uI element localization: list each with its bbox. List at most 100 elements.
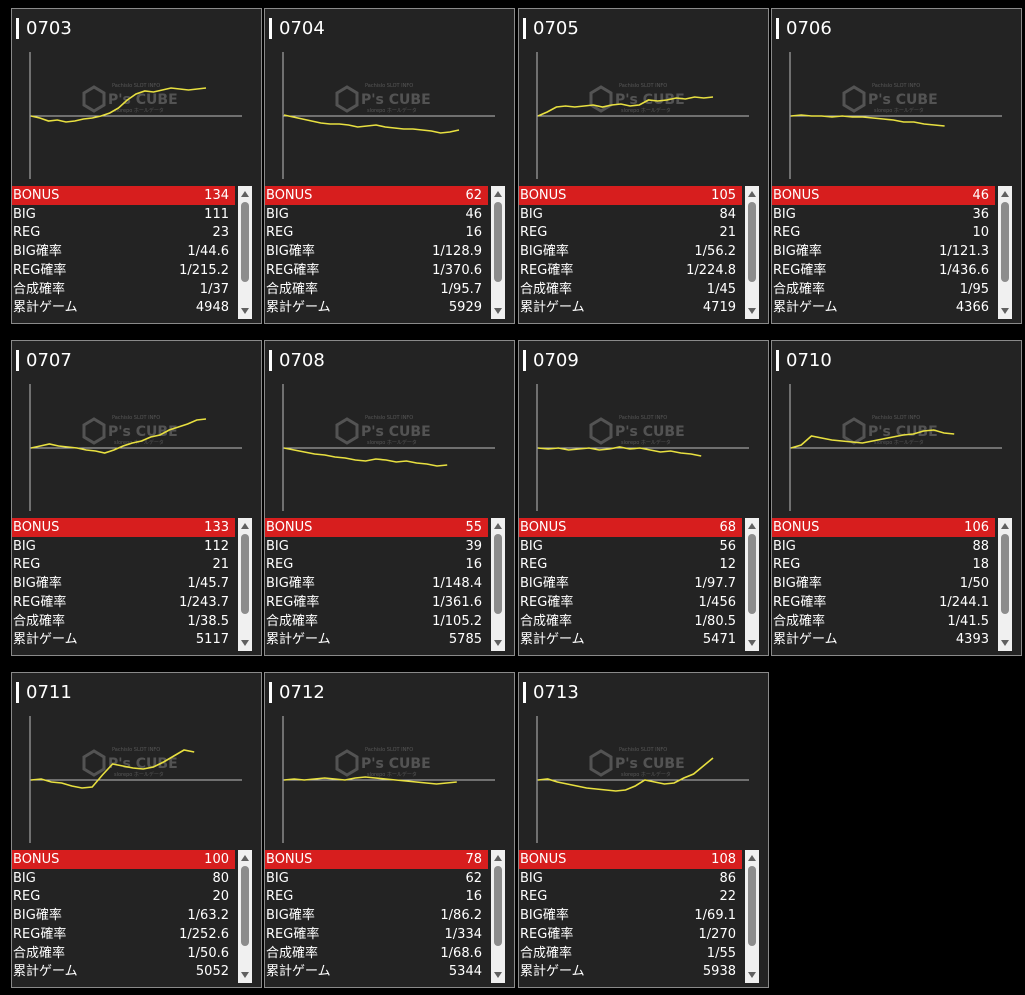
scrollbar[interactable] <box>238 850 252 983</box>
scroll-down-arrow-icon[interactable] <box>1001 640 1009 646</box>
stat-label: BIG確率 <box>266 576 315 592</box>
machine-card[interactable]: 0711 Pachislo SLOT INFO P's CUBE slorepo ホー… <box>11 672 262 988</box>
scrollbar-thumb[interactable] <box>494 202 502 282</box>
machine-card[interactable]: 0706 Pachislo SLOT INFO P's CUBE slorepo ホー… <box>771 8 1022 324</box>
stat-row-big: BIG 80 <box>12 869 235 888</box>
stat-row-reg-rate: REG確率 1/436.6 <box>772 261 995 280</box>
scrollbar[interactable] <box>491 186 505 319</box>
stat-value: 5785 <box>448 632 482 648</box>
scrollbar-thumb[interactable] <box>241 202 249 282</box>
watermark-brand-text: P's CUBE <box>615 756 685 772</box>
stat-label: BIG <box>13 870 36 886</box>
scrollbar-thumb[interactable] <box>241 866 249 946</box>
scroll-down-arrow-icon[interactable] <box>748 308 756 314</box>
watermark-brand-text: P's CUBE <box>868 92 938 108</box>
stat-value: 1/97.7 <box>694 576 736 592</box>
scrollbar[interactable] <box>745 186 759 319</box>
stat-label: BONUS <box>266 188 313 203</box>
stat-row-bonus: BONUS 68 <box>519 518 742 537</box>
scrollbar[interactable] <box>998 186 1012 319</box>
scrollbar-thumb[interactable] <box>494 534 502 614</box>
scroll-up-arrow-icon[interactable] <box>748 191 756 197</box>
stat-value: 1/436.6 <box>939 262 989 278</box>
machine-card[interactable]: 0705 Pachislo SLOT INFO P's CUBE slorepo ホー… <box>518 8 769 324</box>
scrollbar-thumb[interactable] <box>494 866 502 946</box>
scrollbar-thumb[interactable] <box>241 534 249 614</box>
scroll-down-arrow-icon[interactable] <box>494 640 502 646</box>
machine-card[interactable]: 0707 Pachislo SLOT INFO P's CUBE slorepo ホー… <box>11 340 262 656</box>
scrollbar[interactable] <box>745 518 759 651</box>
scrollbar-thumb[interactable] <box>1001 202 1009 282</box>
stat-value: 62 <box>465 188 482 203</box>
stat-label: 合成確率 <box>520 281 573 297</box>
stat-row-big: BIG 111 <box>12 205 235 224</box>
stat-value: 18 <box>972 557 989 573</box>
stat-label: BIG <box>773 538 796 554</box>
scrollbar[interactable] <box>491 850 505 983</box>
scrollbar[interactable] <box>998 518 1012 651</box>
stat-value: 1/80.5 <box>694 613 736 629</box>
scroll-up-arrow-icon[interactable] <box>1001 191 1009 197</box>
stat-value: 1/105.2 <box>432 613 482 629</box>
stat-row-big-rate: BIG確率 1/86.2 <box>265 906 488 925</box>
scrollbar[interactable] <box>238 186 252 319</box>
machine-card[interactable]: 0709 Pachislo SLOT INFO P's CUBE slorepo ホー… <box>518 340 769 656</box>
scroll-down-arrow-icon[interactable] <box>494 308 502 314</box>
scrollbar[interactable] <box>491 518 505 651</box>
stat-row-bonus: BONUS 100 <box>12 850 235 869</box>
machine-card[interactable]: 0712 Pachislo SLOT INFO P's CUBE slorepo ホー… <box>264 672 515 988</box>
machine-card[interactable]: 0713 Pachislo SLOT INFO P's CUBE slorepo ホー… <box>518 672 769 988</box>
stat-label: BIG <box>13 538 36 554</box>
watermark-brand-text: P's CUBE <box>108 424 178 440</box>
stat-label: 累計ゲーム <box>266 632 331 648</box>
scrollbar-thumb[interactable] <box>748 866 756 946</box>
watermark-sub-text: slorepo ホールデータ <box>114 771 164 778</box>
scroll-up-arrow-icon[interactable] <box>748 855 756 861</box>
title-accent-bar <box>776 18 779 39</box>
stat-label: BONUS <box>520 188 567 203</box>
slump-line <box>537 757 714 792</box>
scroll-down-arrow-icon[interactable] <box>241 308 249 314</box>
scrollbar[interactable] <box>745 850 759 983</box>
stat-row-games: 累計ゲーム 4393 <box>772 630 995 649</box>
title-accent-bar <box>16 350 19 371</box>
scroll-up-arrow-icon[interactable] <box>748 523 756 529</box>
machine-card[interactable]: 0703 Pachislo SLOT INFO P's CUBE slorepo ホー… <box>11 8 262 324</box>
stat-row-total-rate: 合成確率 1/50.6 <box>12 944 235 963</box>
stat-row-reg-rate: REG確率 1/270 <box>519 925 742 944</box>
stats-table: BONUS 46 BIG 36 REG 10 BIG確率 1/121.3 REG確率 1/436.… <box>772 186 1021 319</box>
scroll-down-arrow-icon[interactable] <box>241 640 249 646</box>
scrollbar-thumb[interactable] <box>748 534 756 614</box>
scroll-down-arrow-icon[interactable] <box>748 972 756 978</box>
scrollbar[interactable] <box>238 518 252 651</box>
scroll-down-arrow-icon[interactable] <box>494 972 502 978</box>
watermark-small-text: Pachislo SLOT INFO <box>112 415 160 421</box>
scroll-up-arrow-icon[interactable] <box>241 523 249 529</box>
scrollbar-thumb[interactable] <box>748 202 756 282</box>
scroll-up-arrow-icon[interactable] <box>1001 523 1009 529</box>
machine-card[interactable]: 0710 Pachislo SLOT INFO P's CUBE slorepo ホー… <box>771 340 1022 656</box>
stat-row-big-rate: BIG確率 1/97.7 <box>519 574 742 593</box>
scroll-up-arrow-icon[interactable] <box>494 191 502 197</box>
scroll-up-arrow-icon[interactable] <box>241 191 249 197</box>
scroll-down-arrow-icon[interactable] <box>748 640 756 646</box>
scroll-up-arrow-icon[interactable] <box>494 523 502 529</box>
scroll-down-arrow-icon[interactable] <box>1001 308 1009 314</box>
watermark-sub-text: slorepo ホールデータ <box>367 771 417 778</box>
stat-row-big: BIG 86 <box>519 869 742 888</box>
scroll-up-arrow-icon[interactable] <box>241 855 249 861</box>
stat-row-total-rate: 合成確率 1/37 <box>12 280 235 299</box>
machine-card[interactable]: 0708 Pachislo SLOT INFO P's CUBE slorepo ホー… <box>264 340 515 656</box>
stat-value: 5052 <box>195 964 229 980</box>
scroll-up-arrow-icon[interactable] <box>494 855 502 861</box>
scrollbar-thumb[interactable] <box>1001 534 1009 614</box>
machine-card[interactable]: 0704 Pachislo SLOT INFO P's CUBE slorepo ホー… <box>264 8 515 324</box>
scroll-down-arrow-icon[interactable] <box>241 972 249 978</box>
stat-label: BIG確率 <box>13 244 62 260</box>
stat-label: BIG <box>520 206 543 222</box>
